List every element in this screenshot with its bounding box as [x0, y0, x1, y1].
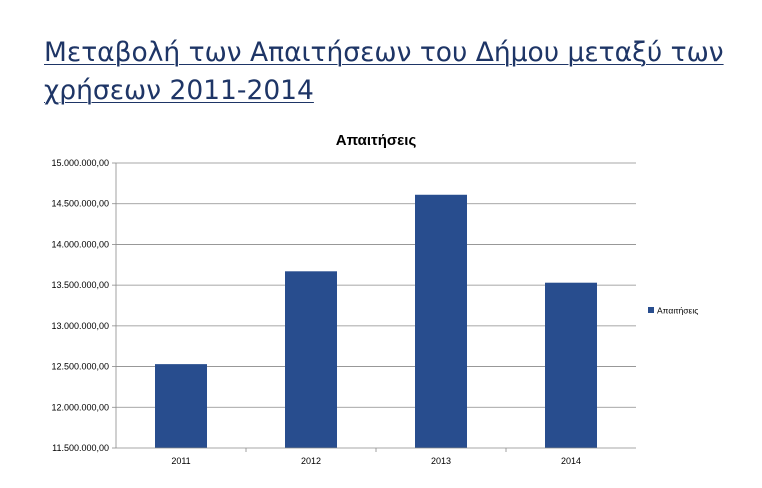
- x-tick-label: 2011: [171, 456, 190, 466]
- chart-title: Απαιτήσεις: [336, 132, 417, 149]
- bar-2014: [545, 282, 597, 448]
- x-tick-label: 2014: [561, 456, 581, 466]
- bars: [155, 194, 597, 448]
- bar-2012: [285, 271, 337, 448]
- legend: Απαιτήσεις: [648, 306, 698, 316]
- y-tick-label: 14.000.000,00: [51, 239, 109, 249]
- x-axis: 2011 2012 2013 2014: [116, 447, 636, 466]
- y-tick-label: 11.500.000,00: [52, 443, 109, 453]
- bar-2013: [415, 194, 467, 448]
- legend-swatch: [648, 307, 654, 313]
- y-tick-label: 15.000.000,00: [51, 158, 109, 168]
- y-tick-label: 13.500.000,00: [51, 280, 109, 290]
- legend-label: Απαιτήσεις: [657, 306, 698, 316]
- x-tick-label: 2013: [431, 456, 451, 466]
- y-tick-label: 12.500.000,00: [51, 362, 109, 372]
- y-axis: 11.500.000,00 12.000.000,00 12.500.000,00 1…: [51, 158, 117, 453]
- bar-2011: [155, 364, 207, 448]
- page-heading: Μεταβολή των Απαιτήσεων του Δήμου μεταξύ…: [44, 37, 724, 106]
- x-tick-label: 2012: [301, 456, 321, 466]
- y-tick-label: 12.000.000,00: [51, 402, 109, 412]
- y-tick-label: 13.000.000,00: [51, 321, 109, 331]
- y-tick-label: 14.500.000,00: [51, 199, 109, 209]
